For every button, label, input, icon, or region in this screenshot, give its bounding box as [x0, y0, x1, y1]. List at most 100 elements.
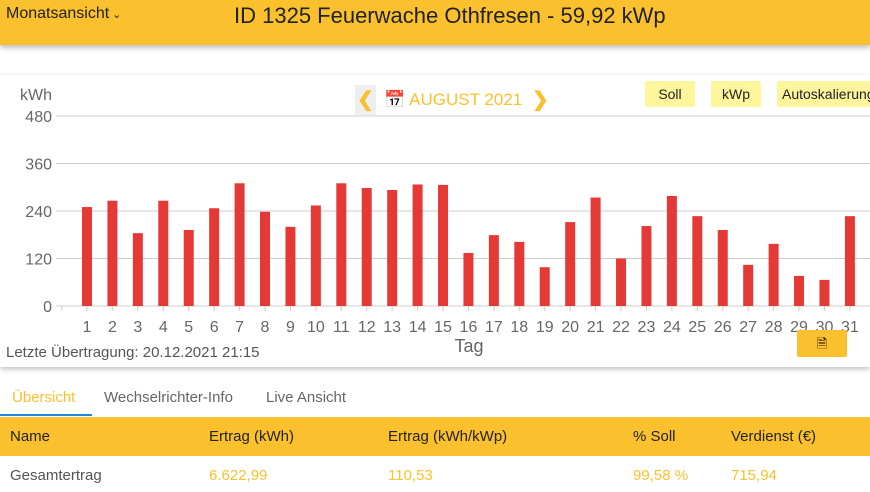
bar	[260, 211, 271, 306]
bar	[641, 226, 652, 306]
bar	[844, 216, 855, 306]
bar	[387, 190, 398, 306]
cell-yield-kwh: 6.622,99	[209, 467, 268, 484]
cell-yield-kwh-kwp: 110,53	[388, 467, 433, 484]
bar	[132, 233, 143, 306]
cell-earnings: 715,94	[731, 467, 777, 484]
month-label: AUGUST 2021	[409, 90, 523, 109]
next-month-button[interactable]: ❯	[532, 87, 549, 112]
view-select[interactable]: Monatsansicht ⌄	[6, 5, 121, 23]
y-tick-label: 480	[25, 109, 52, 126]
x-tick-label: 7	[235, 319, 244, 336]
kwp-button[interactable]: kWp	[711, 81, 761, 107]
bar	[158, 200, 169, 306]
x-tick-label: 8	[261, 319, 270, 336]
col-percent-target: % Soll	[633, 428, 676, 445]
x-tick-label: 21	[587, 319, 605, 336]
x-tick-label: 22	[612, 319, 630, 336]
x-tick-label: 18	[510, 319, 528, 336]
bar	[590, 197, 601, 306]
page-title: ID 1325 Feuerwache Othfresen - 59,92 kWp	[234, 3, 666, 28]
bar	[539, 267, 550, 306]
bar	[717, 230, 728, 306]
y-axis-label: kWh	[20, 87, 52, 104]
bar	[794, 275, 805, 306]
soll-button[interactable]: Soll	[645, 81, 695, 107]
x-tick-label: 4	[159, 319, 168, 336]
bar	[412, 184, 423, 306]
col-yield-kwh: Ertrag (kWh)	[209, 428, 295, 445]
y-tick-label: 120	[25, 252, 52, 269]
x-tick-label: 17	[485, 319, 503, 336]
y-tick-label: 360	[25, 157, 52, 174]
bar	[463, 252, 474, 306]
x-tick-label: 25	[688, 319, 706, 336]
bar	[183, 230, 194, 306]
tab-bar: Übersicht Wechselrichter-Info Live Ansic…	[0, 381, 870, 417]
col-yield-kwh-kwp: Ertrag (kWh/kWp)	[388, 428, 508, 445]
last-transfer-status: Letzte Übertragung: 20.12.2021 21:15	[6, 344, 260, 361]
x-tick-label: 20	[561, 319, 579, 336]
chevron-down-icon: ⌄	[112, 9, 122, 21]
bar	[743, 264, 754, 306]
bar	[361, 188, 372, 306]
x-tick-label: 28	[765, 319, 783, 336]
x-tick-label: 2	[108, 319, 117, 336]
bar	[488, 235, 499, 306]
bar	[514, 241, 525, 306]
col-name: Name	[10, 428, 51, 445]
col-earnings: Verdienst (€)	[731, 428, 817, 445]
bar	[692, 216, 703, 306]
bar	[82, 207, 92, 306]
cell-percent-target: 99,58 %	[633, 467, 689, 484]
active-tab-indicator	[0, 414, 92, 416]
view-select-label: Monatsansicht	[6, 5, 110, 22]
chevron-right-icon: ❯	[532, 89, 549, 111]
x-tick-label: 3	[133, 319, 142, 336]
table-header: Name Ertrag (kWh) Ertrag (kWh/kWp) % Sol…	[0, 417, 870, 456]
y-tick-label: 240	[25, 204, 52, 221]
tab-inverter-info[interactable]: Wechselrichter-Info	[104, 389, 233, 406]
bar	[768, 243, 779, 306]
tab-live-view[interactable]: Live Ansicht	[266, 389, 347, 406]
top-bar: Monatsansicht ⌄ ID 1325 Feuerwache Othfre…	[0, 0, 870, 45]
bar	[310, 205, 321, 306]
export-button[interactable]: 🗎	[797, 330, 847, 357]
bar	[666, 195, 677, 306]
x-tick-label: 19	[536, 319, 554, 336]
bar	[285, 226, 296, 306]
bar	[616, 258, 627, 306]
x-tick-label: 26	[714, 319, 732, 336]
bar	[107, 200, 118, 306]
bar	[234, 183, 245, 306]
month-picker[interactable]: 📅 AUGUST 2021	[384, 90, 522, 110]
x-tick-label: 9	[286, 319, 295, 336]
x-tick-label: 16	[460, 319, 478, 336]
x-tick-label: 5	[184, 319, 193, 336]
x-axis-label: Tag	[454, 336, 483, 356]
bar	[336, 183, 347, 306]
chart-card: kWh ❮ 📅 AUGUST 2021 ❯ Soll kWp Autoskalie…	[0, 75, 870, 367]
tab-overview[interactable]: Übersicht	[12, 389, 76, 406]
bar	[565, 222, 576, 306]
x-tick-label: 13	[383, 319, 401, 336]
x-tick-label: 14	[409, 319, 427, 336]
previous-month-button[interactable]: ❮	[355, 85, 376, 115]
x-tick-label: 12	[358, 319, 376, 336]
x-tick-label: 24	[663, 319, 681, 336]
cell-name: Gesamtertrag	[10, 467, 102, 484]
x-tick-label: 15	[434, 319, 452, 336]
bar	[209, 208, 220, 306]
bar	[819, 279, 830, 306]
file-code-icon: 🗎	[816, 336, 828, 351]
autoscale-button[interactable]: Autoskalierung	[777, 81, 870, 107]
chevron-left-icon: ❮	[357, 89, 374, 111]
x-tick-label: 6	[210, 319, 219, 336]
x-tick-label: 1	[83, 319, 92, 336]
x-tick-label: 10	[307, 319, 325, 336]
calendar-icon: 📅	[384, 90, 406, 109]
x-tick-label: 11	[333, 319, 350, 336]
x-tick-label: 27	[739, 319, 757, 336]
y-tick-label: 0	[43, 299, 52, 316]
